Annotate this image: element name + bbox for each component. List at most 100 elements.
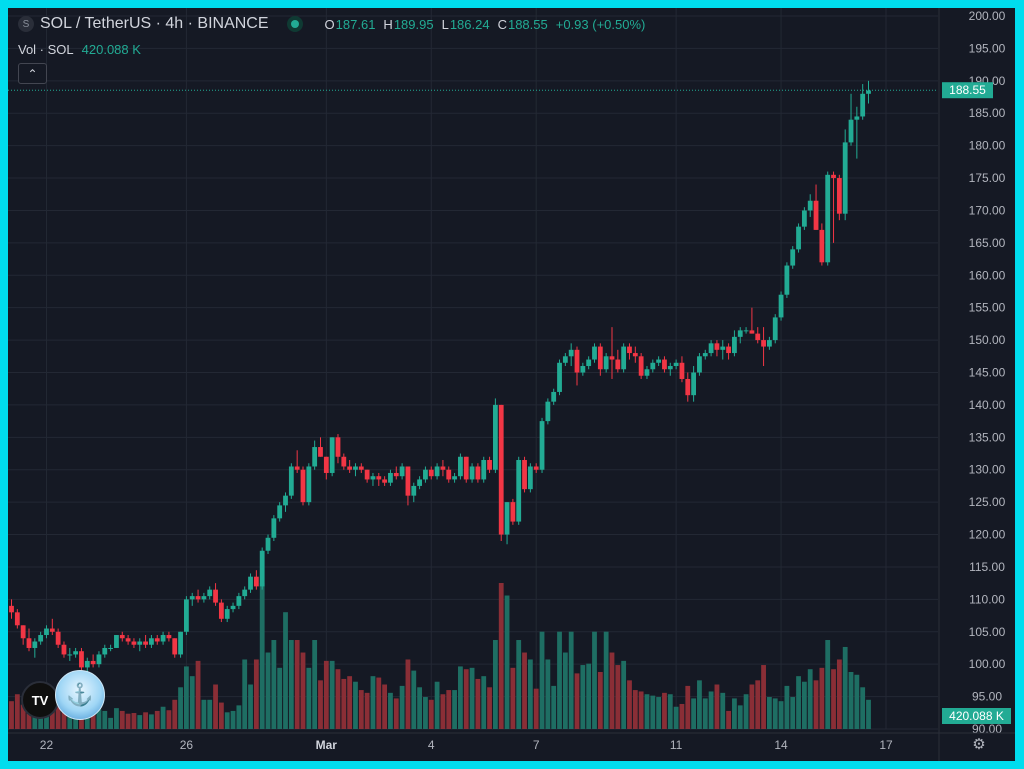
candle-body (691, 372, 697, 396)
price-tick-label: 100.00 (969, 657, 1006, 671)
volume-bar (277, 667, 283, 729)
volume-bar (452, 690, 457, 729)
volume-bar (55, 706, 61, 729)
volume-bar (189, 676, 195, 729)
time-tick-label: 26 (180, 738, 194, 752)
volume-label: Vol · SOL (18, 42, 74, 57)
volume-bar (638, 691, 644, 729)
volume-bar (574, 673, 580, 729)
candle-body (423, 469, 428, 480)
volume-bar (510, 667, 516, 729)
candle-body (347, 466, 353, 470)
volume-bar (720, 692, 726, 729)
time-tick-label: 14 (774, 738, 788, 752)
symbol-icon[interactable]: S (18, 16, 34, 32)
candlestick-chart[interactable]: 200.00195.00190.00185.00180.00175.00170.… (8, 8, 1015, 761)
candle-body (463, 456, 469, 480)
candle-body (376, 476, 382, 480)
last-price-badge (942, 82, 993, 99)
volume-bar (417, 687, 422, 729)
volume-bar (498, 583, 504, 729)
candle-body (14, 612, 20, 626)
symbol-legend: S SOL / TetherUS · 4h · BINANCE O187.61 … (18, 15, 645, 33)
price-tick-label: 150.00 (969, 333, 1006, 347)
volume-bar (300, 652, 306, 729)
volume-bar (388, 692, 393, 729)
volume-bar (32, 708, 38, 729)
volume-bar (632, 690, 638, 729)
volume-bar (382, 684, 388, 729)
candle-body (836, 178, 842, 214)
volume-bar (90, 712, 96, 729)
volume-bar (825, 640, 831, 729)
volume-bar (516, 640, 522, 729)
volume-bar (458, 666, 463, 729)
volume-bar (708, 691, 714, 729)
candle-body (487, 460, 492, 470)
candle-body (510, 502, 516, 522)
candle-body (492, 404, 498, 470)
candle-body (265, 537, 271, 551)
collapse-legend-button[interactable]: ⌃ (18, 63, 47, 84)
volume-bar (114, 708, 119, 729)
tradingview-logo-icon[interactable]: TV (21, 681, 59, 719)
volume-bar (446, 690, 452, 729)
candle-body (428, 469, 434, 477)
time-tick-label: Mar (316, 738, 338, 752)
candle-body (481, 460, 487, 480)
volume-bar (679, 703, 685, 729)
price-tick-label: 140.00 (969, 398, 1006, 412)
candle-body (213, 589, 218, 603)
candle-body (848, 119, 854, 143)
candle-body (323, 456, 329, 473)
volume-bar (393, 698, 399, 729)
price-tick-label: 185.00 (969, 106, 1006, 120)
volume-bar (545, 659, 551, 729)
candle-body (79, 651, 84, 668)
candle-body (458, 456, 463, 477)
volume-bar (137, 715, 143, 729)
settings-icon[interactable]: ⚙ (972, 736, 986, 753)
volume-bar (726, 710, 731, 729)
last-price-label: 188.55 (949, 83, 986, 97)
volume-bar (399, 685, 405, 729)
volume-bar (20, 704, 26, 729)
candle-body (84, 660, 90, 668)
candle-body (767, 340, 772, 347)
volume-bar (831, 669, 836, 729)
volume-bar (166, 710, 172, 729)
volume-bar (592, 631, 597, 729)
volume-bar (656, 697, 662, 729)
volume-bar (184, 666, 189, 729)
volume-bar (475, 678, 481, 729)
candle-body (300, 469, 306, 503)
volume-bar (650, 695, 656, 729)
chart-frame: 200.00 195.00 190.00 185.00 180.00 175.00 170.… (8, 8, 1015, 761)
candle-body (702, 353, 708, 357)
volume-bar (207, 699, 213, 729)
candle-body (306, 466, 312, 503)
volume-bar (248, 684, 253, 729)
market-status-icon[interactable] (286, 16, 303, 32)
candle-body (621, 346, 627, 370)
volume-bar (434, 681, 440, 729)
candle-body (364, 469, 370, 480)
symbol-title[interactable]: SOL / TetherUS · 4h · BINANCE (40, 15, 269, 32)
candle-body (143, 641, 148, 645)
volume-bar (358, 690, 364, 729)
candle-body (527, 466, 533, 490)
volume-bar (178, 687, 183, 729)
candle-body (784, 265, 790, 295)
avatar[interactable]: ⚓ (55, 670, 105, 720)
last-volume-badge (942, 708, 1011, 724)
price-tick-label: 175.00 (969, 171, 1006, 185)
candle-body (405, 466, 411, 496)
candle-body (673, 362, 679, 367)
volume-bar (481, 676, 487, 729)
candle-body (650, 362, 656, 370)
volume-bar (562, 652, 568, 729)
candle-body (20, 625, 26, 639)
candle-body (440, 466, 446, 470)
volume-legend[interactable]: Vol · SOL 420.088 K (18, 42, 141, 57)
candle-body (353, 466, 358, 470)
